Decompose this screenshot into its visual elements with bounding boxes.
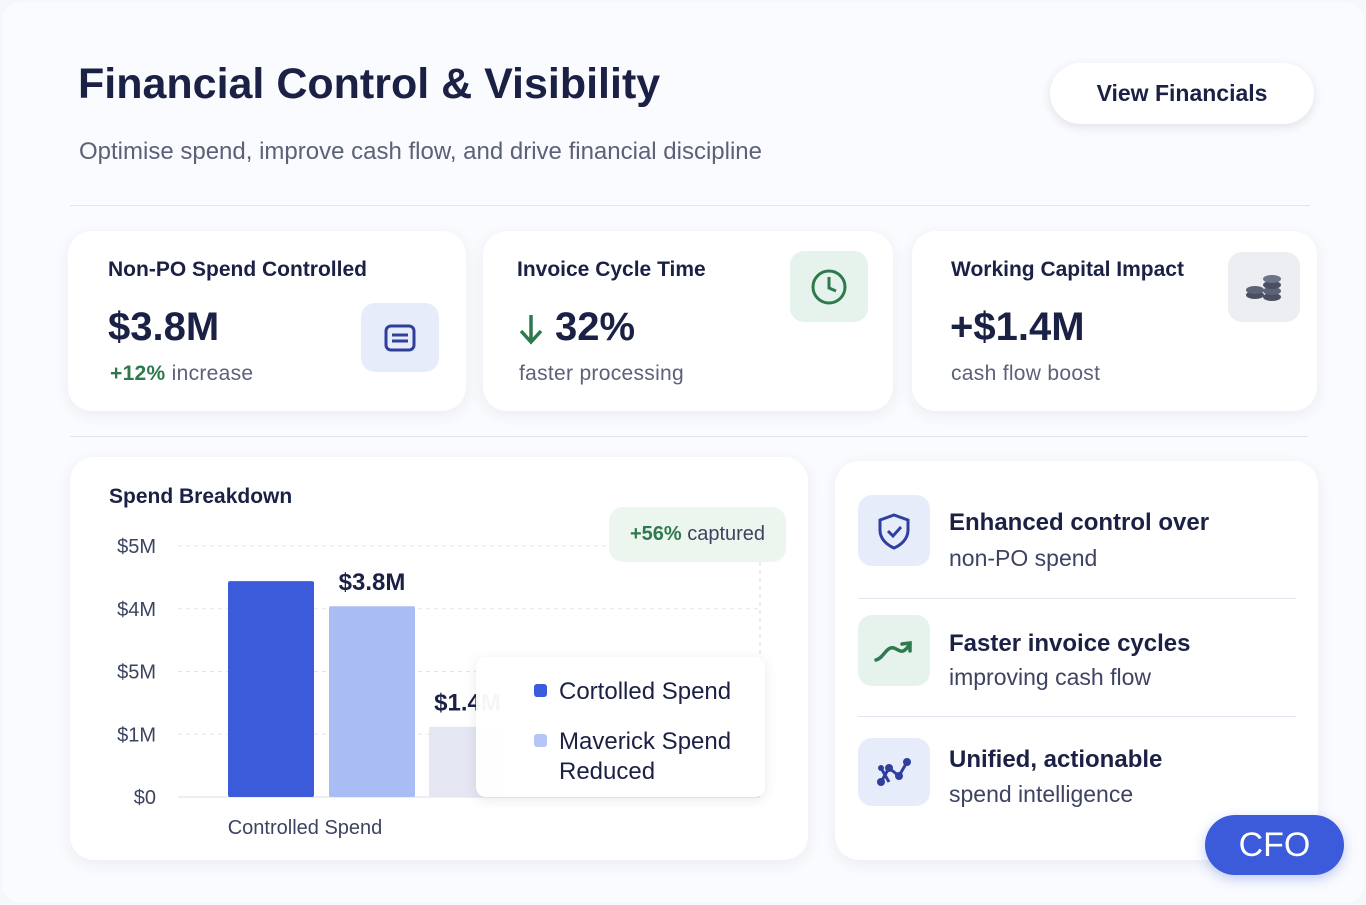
kpi-sub-text: increase [171,362,254,385]
bar [329,606,415,797]
page-subtitle: Optimise spend, improve cash flow, and d… [79,138,763,165]
kpi-value: 32% [555,305,636,349]
icon-box [790,251,868,322]
kpi-title: Working Capital Impact [951,258,1184,281]
legend-swatch [534,734,547,747]
benefit-title: Enhanced control over [949,509,1210,536]
kpi-value: $3.8M [108,305,220,349]
network-icon [877,758,911,786]
kpi-sub: cash flow boost [951,362,1101,385]
annotation-text: captured [687,523,766,545]
clock-icon [811,269,847,304]
kpi-title: Invoice Cycle Time [517,258,706,281]
page-title: Financial Control & Visibility [78,60,661,108]
divider [70,436,1308,437]
legend-label: Cortolled Spend [559,678,732,705]
icon-box [1228,252,1300,322]
y-axis-label: $0 [134,787,156,809]
y-axis-label: $4M [117,599,156,621]
kpi-delta: +12% [110,362,166,385]
divider [70,205,1310,206]
divider [858,716,1296,717]
divider [858,598,1296,599]
benefit-title: Unified, actionable [949,746,1163,773]
legend: Cortolled Spend Maverick Spend Reduced [476,657,765,797]
kpi-value: +$1.4M [950,305,1085,349]
chart-title: Spend Breakdown [109,485,293,508]
trend-icon [874,640,912,662]
legend-item: Maverick Spend Reduced [534,727,754,787]
annotation: +56% captured [609,507,786,562]
role-badge[interactable]: CFO [1205,815,1344,875]
legend-item: Cortolled Spend [534,677,754,707]
benefit-title: Faster invoice cycles [949,630,1191,657]
document-icon [384,324,416,351]
kpi-sub: faster processing [519,362,685,385]
x-tick-label: Controlled Spend [228,817,383,839]
coins-icon [1246,275,1281,301]
icon-box [858,615,930,686]
kpi-sub: +12% increase [110,362,253,386]
icon-box [361,303,439,372]
y-axis-label: $5M [117,662,156,684]
legend-swatch [534,684,547,697]
annotation-value: +56% [629,523,682,545]
down-arrow-icon [519,315,543,345]
legend-label: Maverick Spend Reduced [559,728,732,785]
icon-box [858,738,930,806]
benefit-text: spend intelligence [949,781,1134,807]
shield-icon [878,512,910,550]
benefit-text: non-PO spend [949,545,1098,571]
bar [228,581,314,797]
value-label: $3.8M [339,569,406,596]
y-axis-label: $5M [117,536,156,558]
kpi-title: Non-PO Spend Controlled [108,258,367,281]
y-axis-label: $1M [117,724,156,746]
benefit-text: improving cash flow [949,664,1151,690]
view-financials-button[interactable]: View Financials [1050,63,1314,124]
icon-box [858,495,930,566]
